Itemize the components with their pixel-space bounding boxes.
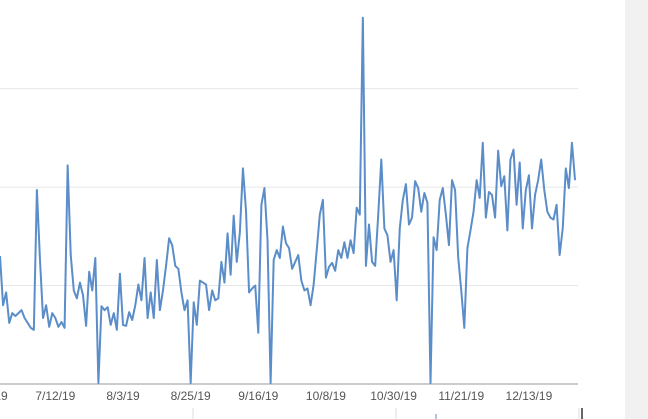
x-tick-label: 10/8/19 bbox=[306, 389, 346, 403]
x-tick-label: 6/20/19 bbox=[0, 389, 8, 403]
x-tick-label: 7/12/19 bbox=[35, 389, 75, 403]
scrollbar bbox=[625, 0, 648, 419]
x-tick-label: 10/30/19 bbox=[370, 389, 417, 403]
x-tick-label: 8/3/19 bbox=[106, 389, 140, 403]
data-line bbox=[0, 16, 577, 385]
x-tick-label: 11/21/19 bbox=[438, 389, 484, 403]
x-tick-label: 9/16/19 bbox=[238, 389, 278, 403]
x-tick-label: 12/13/19 bbox=[506, 389, 553, 403]
x-tick-label: 8/25/19 bbox=[171, 389, 211, 403]
